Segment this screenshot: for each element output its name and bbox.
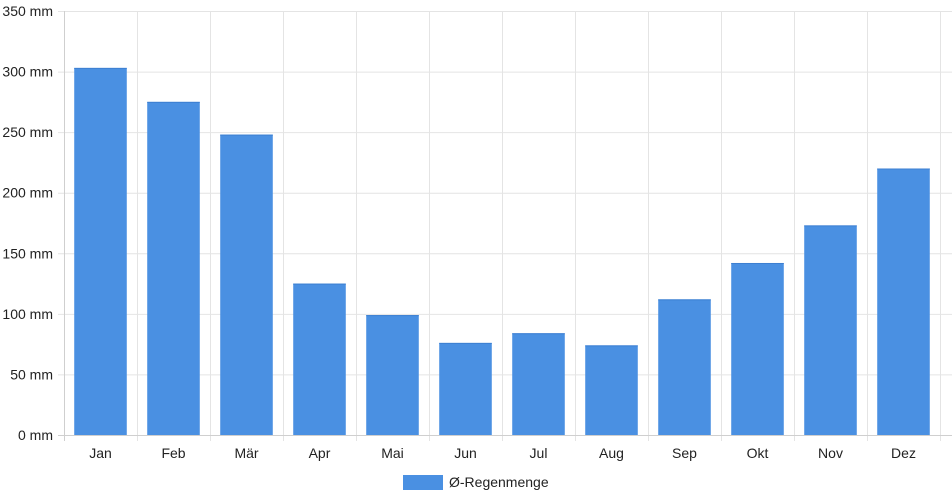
x-tick-label: Jan bbox=[89, 445, 112, 461]
bar-mai bbox=[366, 315, 419, 435]
y-tick-label: 100 mm bbox=[2, 306, 53, 322]
bar-okt bbox=[731, 262, 784, 435]
y-tick-label: 300 mm bbox=[2, 64, 53, 80]
bar-aug bbox=[585, 345, 638, 435]
x-tick-label: Jun bbox=[454, 445, 477, 461]
x-tick-label: Nov bbox=[818, 445, 843, 461]
y-tick-label: 150 mm bbox=[2, 245, 53, 261]
bar-apr bbox=[293, 283, 346, 435]
bar-dez bbox=[877, 168, 930, 435]
bar-mär bbox=[220, 134, 273, 435]
x-tick-label: Apr bbox=[309, 445, 331, 461]
x-tick-label: Okt bbox=[747, 445, 769, 461]
bar-feb bbox=[147, 101, 200, 435]
bar-jan bbox=[74, 67, 127, 436]
y-tick-label: 350 mm bbox=[2, 3, 53, 19]
grid-lines bbox=[58, 11, 952, 441]
legend-swatch bbox=[403, 475, 443, 490]
x-tick-label: Mai bbox=[381, 445, 404, 461]
y-tick-label: 250 mm bbox=[2, 124, 53, 140]
x-axis-ticks: Jan Feb Mär Apr Mai Jun Jul Aug Sep Okt Nov Dez bbox=[89, 445, 916, 461]
bar-jun bbox=[439, 342, 492, 435]
x-tick-label: Dez bbox=[891, 445, 916, 461]
bar-series bbox=[74, 67, 930, 436]
y-tick-label: 200 mm bbox=[2, 185, 53, 201]
y-tick-label: 0 mm bbox=[18, 427, 53, 443]
x-tick-label: Aug bbox=[599, 445, 624, 461]
bar-sep bbox=[658, 299, 711, 435]
bar-jul bbox=[512, 333, 565, 435]
legend-label: Ø-Regenmenge bbox=[449, 474, 549, 490]
axes bbox=[58, 11, 952, 441]
x-tick-label: Jul bbox=[530, 445, 548, 461]
x-tick-label: Feb bbox=[161, 445, 185, 461]
x-tick-label: Mär bbox=[234, 445, 258, 461]
legend: Ø-Regenmenge bbox=[403, 474, 549, 490]
y-axis-ticks: 0 mm 50 mm 100 mm 150 mm 200 mm 250 mm 300 mm 3… bbox=[2, 3, 53, 443]
bar-nov bbox=[804, 225, 857, 435]
y-tick-label: 50 mm bbox=[10, 366, 53, 382]
x-tick-label: Sep bbox=[672, 445, 697, 461]
